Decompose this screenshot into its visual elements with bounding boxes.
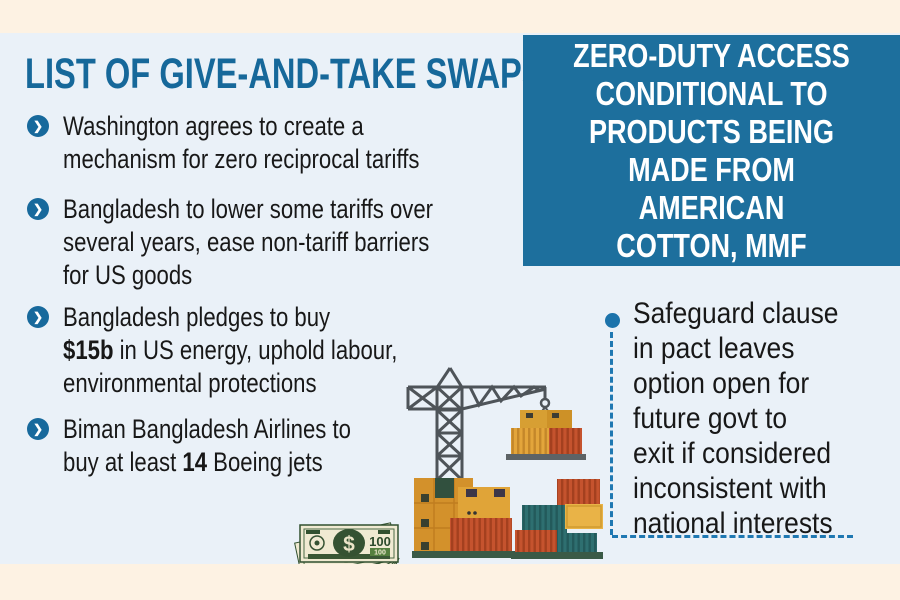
bullet-text-pre: Biman Bangladesh Airlines to buy at leas…	[63, 414, 351, 477]
bullet-text-pre: Bangladesh to lower some tariffs over se…	[63, 194, 434, 290]
chevron-bullet-icon: ❯	[27, 306, 49, 328]
highlight-box-text: ZERO-DUTY ACCESS CONDITIONAL TO PRODUCTS…	[573, 36, 850, 264]
safeguard-note: Safeguard clause in pact leaves option o…	[633, 297, 839, 540]
bullet-item: ❯ Bangladesh pledges to buy $15b in US e…	[27, 301, 471, 400]
bullet-text: Bangladesh to lower some tariffs over se…	[63, 193, 433, 292]
bill-dollar-text: $	[343, 533, 355, 556]
container-stack-left	[412, 478, 521, 558]
bullet-text-bold: $15b	[63, 335, 114, 365]
bullet-text-pre: Bangladesh pledges to buy	[63, 302, 331, 332]
chevron-bullet-icon: ❯	[27, 115, 49, 137]
money-fan-icon: $ 100 100	[293, 522, 400, 564]
bullet-text-bold: 14	[182, 447, 208, 477]
bullet-item: ❯ Biman Bangladesh Airlines to buy at le…	[27, 413, 414, 479]
bullet-item: ❯ Washington agrees to create a mechanis…	[27, 110, 498, 176]
container-stack-right	[511, 479, 603, 559]
bullet-text-pre: Washington agrees to create a mechanism …	[63, 111, 420, 174]
hanging-containers	[506, 410, 586, 460]
bullet-item: ❯ Bangladesh to lower some tariffs over …	[27, 193, 514, 292]
trade-illustration: $ 100 100	[293, 367, 603, 564]
bullet-text-post: in US energy, uphold labour, environment…	[63, 335, 398, 398]
bullet-text: Washington agrees to create a mechanism …	[63, 110, 419, 176]
dashed-connector-horizontal	[612, 535, 853, 538]
dollar-bill-icon: $ 100 100	[299, 524, 399, 563]
highlight-box: ZERO-DUTY ACCESS CONDITIONAL TO PRODUCTS…	[523, 35, 900, 266]
bullet-text: Biman Bangladesh Airlines to buy at leas…	[63, 413, 351, 479]
dashed-connector-vertical	[610, 332, 613, 535]
bill-100-text: 100	[369, 534, 391, 549]
bullet-text-post: Boeing jets	[207, 447, 323, 477]
bullet-text: Bangladesh pledges to buy $15b in US ene…	[63, 301, 397, 400]
note-dot-icon	[605, 313, 620, 328]
chevron-bullet-icon: ❯	[27, 198, 49, 220]
bill-100-small-text: 100	[374, 550, 386, 557]
chevron-bullet-icon: ❯	[27, 418, 49, 440]
page-title: LIST OF GIVE-AND-TAKE SWAPS	[25, 50, 544, 98]
